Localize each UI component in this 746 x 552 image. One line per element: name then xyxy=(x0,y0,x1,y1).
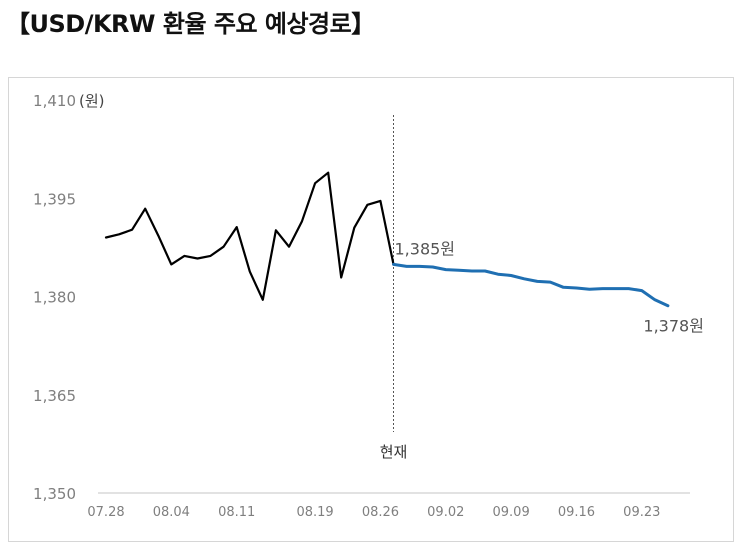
chart-title: 【USD/KRW 환율 주요 예상경로】 xyxy=(6,10,375,38)
x-tick-label: 08.11 xyxy=(218,505,255,520)
x-tick-label: 09.02 xyxy=(427,505,464,520)
x-tick-label: 07.28 xyxy=(87,505,124,520)
y-tick-label: 1,365 xyxy=(33,387,76,405)
y-tick-label: 1,380 xyxy=(33,289,76,307)
x-tick-label: 09.16 xyxy=(558,505,595,520)
x-tick-label: 09.09 xyxy=(493,505,530,520)
current-marker-label: 현재 xyxy=(380,443,408,461)
series-line-actual xyxy=(104,171,395,301)
x-tick-label: 08.19 xyxy=(296,505,333,520)
y-tick-label: 1,410 xyxy=(33,92,76,110)
y-tick-label: 1,350 xyxy=(33,485,76,503)
y-tick-label: 1,395 xyxy=(33,190,76,208)
x-tick-label: 08.26 xyxy=(362,505,399,520)
series-line-forecast xyxy=(392,262,670,308)
y-axis-unit: (원) xyxy=(79,92,105,110)
x-tick-label: 08.04 xyxy=(153,505,190,520)
x-tick-label: 09.23 xyxy=(623,505,660,520)
annotation-end-value: 1,378원 xyxy=(643,317,704,336)
chart-frame xyxy=(8,77,734,542)
annotation-current-value: 1,385원 xyxy=(395,239,456,258)
